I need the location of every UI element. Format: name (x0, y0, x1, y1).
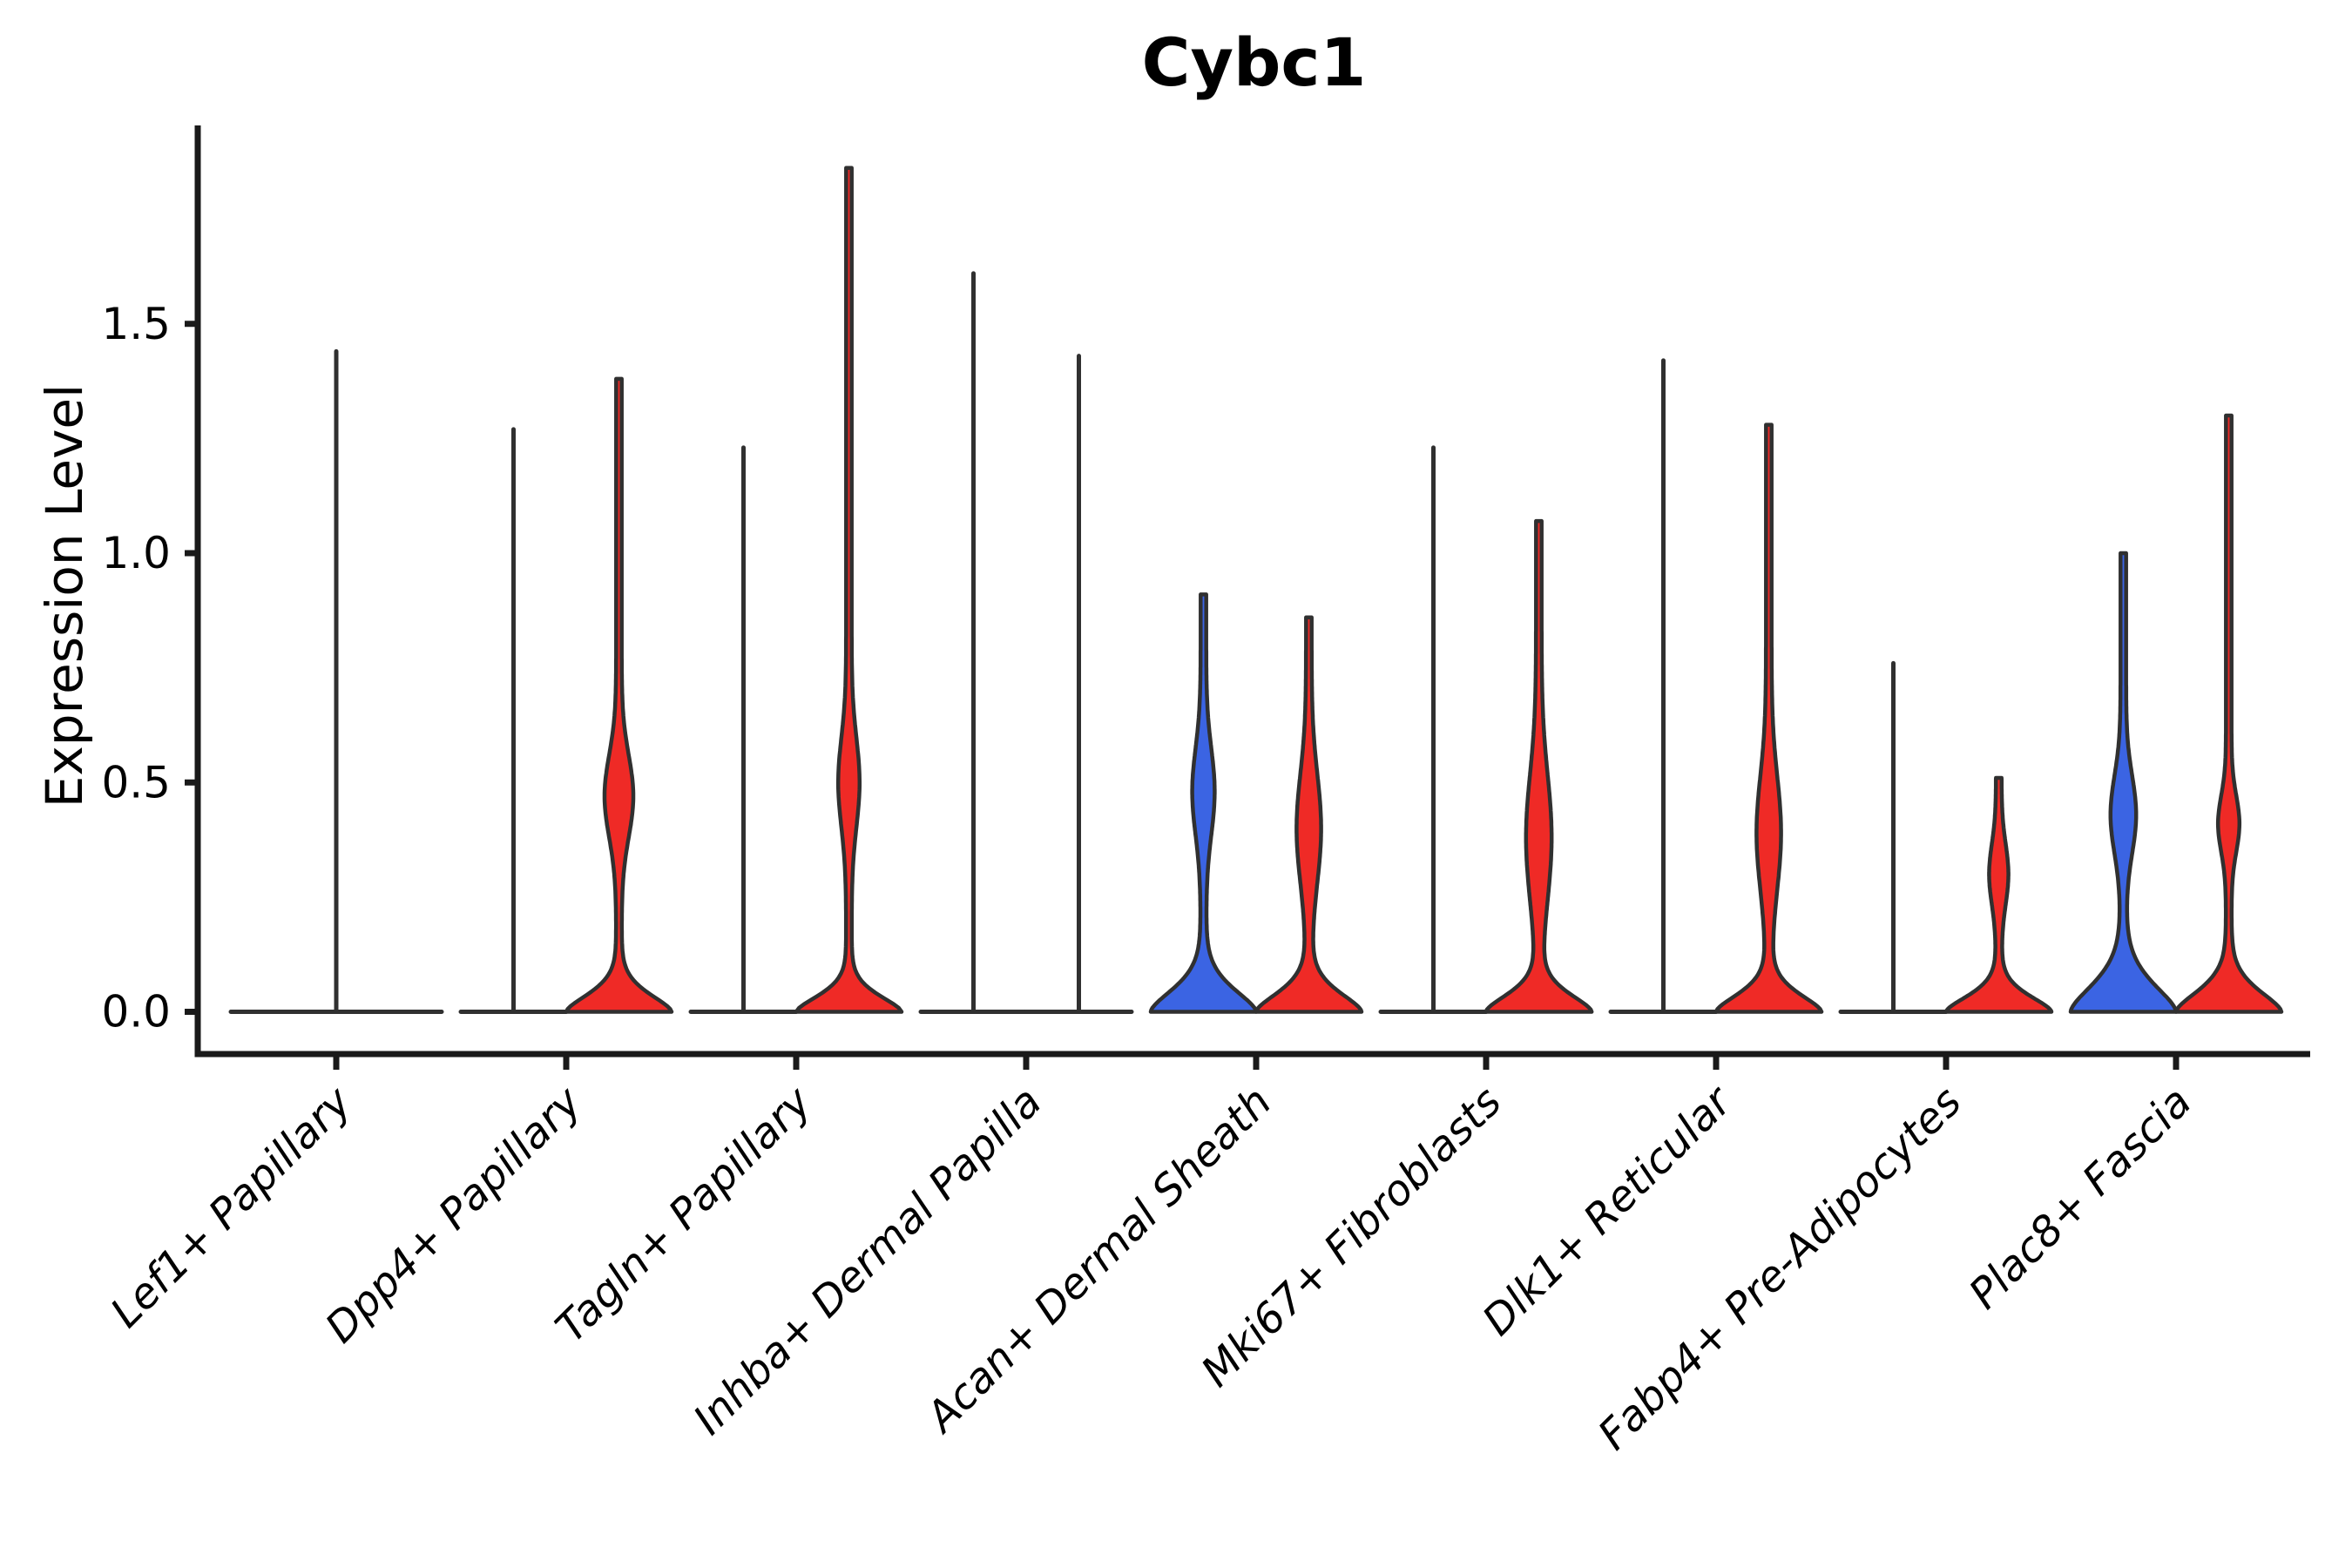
violin-fabp4-pre-adipocytes-right (1943, 775, 2054, 1014)
x-category-label-fabp4-pre-adipocytes: Fabp4+ Pre-Adipocytes (1589, 1078, 1971, 1460)
violin-acan-dermal-sheath-right (1254, 615, 1364, 1014)
y-tick-label: 0.5 (101, 757, 171, 808)
violin-mki67-fibroblasts-right (1484, 518, 1594, 1014)
x-category-label-lef1-papillary: Lef1+ Papillary (101, 1077, 362, 1337)
violin-acan-dermal-sheath-left (1148, 592, 1259, 1014)
violin-dlk1-reticular-right (1713, 422, 1824, 1014)
y-tick-label: 1.0 (101, 528, 171, 578)
y-tick-label: 1.5 (101, 299, 171, 349)
violin-dpp4-papillary-right (564, 376, 674, 1014)
violin-tagln-papillary-right (794, 166, 904, 1014)
x-category-label-dlk1-reticular: Dlk1+ Reticular (1473, 1076, 1743, 1346)
y-tick-label: 0.0 (101, 987, 171, 1037)
plot-title: Cybc1 (1141, 24, 1367, 101)
x-category-label-dpp4-papillary: Dpp4+ Papillary (316, 1077, 591, 1352)
x-category-label-plac8-fascia: Plac8+ Fascia (1960, 1078, 2201, 1319)
x-category-label-tagln-papillary: Tagln+ Papillary (546, 1077, 821, 1352)
violin-plac8-fascia-left (2068, 551, 2179, 1014)
violin-plac8-fascia-right (2173, 413, 2284, 1014)
